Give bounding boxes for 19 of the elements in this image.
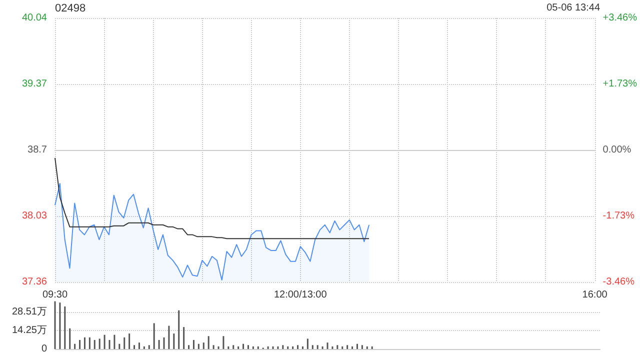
x-tick-label: 09:30 bbox=[42, 290, 68, 300]
y2-tick-label: +3.46% bbox=[602, 12, 638, 24]
x-tick-label: 16:00 bbox=[582, 290, 608, 300]
y-tick-label: 39.37 bbox=[22, 78, 48, 90]
line-series bbox=[54, 157, 370, 240]
text: 05-06 13:44 bbox=[546, 2, 600, 14]
y2-tick-label: -1.73% bbox=[602, 210, 635, 222]
y-tick-label: 38.03 bbox=[22, 210, 48, 222]
y2-tick-label: +1.73% bbox=[602, 78, 638, 90]
y-tick-label: 14.25万 bbox=[12, 325, 47, 336]
y-tick-label: 38.7 bbox=[28, 144, 48, 156]
x-tick-label: 12:00/13:00 bbox=[274, 290, 328, 300]
y2-tick-label: 0.00% bbox=[602, 144, 632, 156]
y-tick-label: 40.04 bbox=[22, 12, 48, 24]
y2-tick-label: -3.46% bbox=[602, 276, 635, 288]
y-tick-label: 37.36 bbox=[22, 276, 48, 288]
chart-title: 02498 bbox=[55, 2, 86, 14]
y-tick-label: 0 bbox=[41, 344, 48, 354]
y-tick-label: 28.51万 bbox=[12, 306, 47, 318]
